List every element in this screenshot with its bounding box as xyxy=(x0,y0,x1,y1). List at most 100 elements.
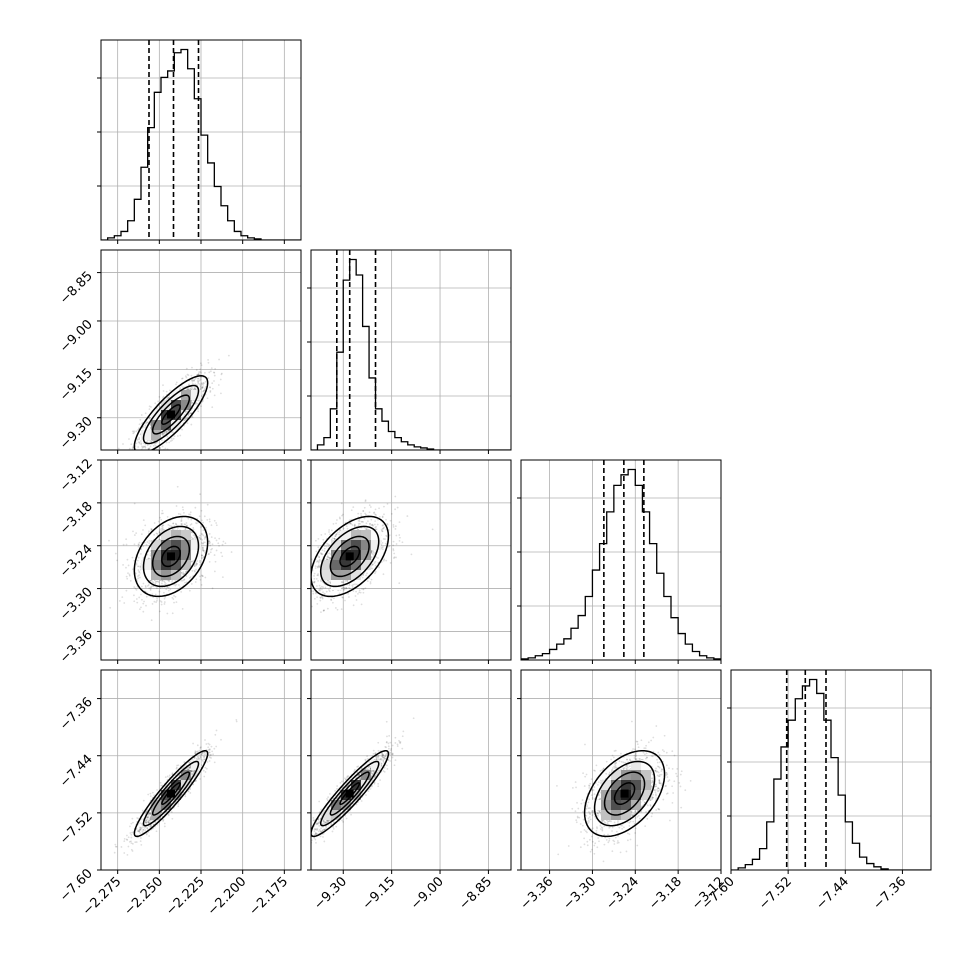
sample-point xyxy=(185,522,188,524)
sample-point xyxy=(325,545,328,548)
sample-point xyxy=(165,441,168,444)
sample-point xyxy=(318,558,321,561)
density-cell xyxy=(151,560,161,570)
sample-point xyxy=(139,440,142,442)
sample-point xyxy=(347,592,350,595)
sample-point xyxy=(139,828,141,831)
sample-point xyxy=(370,550,373,553)
sample-point xyxy=(199,578,202,581)
sample-point xyxy=(204,387,206,390)
sample-point xyxy=(385,559,388,562)
sample-point xyxy=(328,529,330,531)
sample-point xyxy=(129,454,131,456)
sample-point xyxy=(195,522,198,525)
sample-point xyxy=(108,539,110,542)
sample-point xyxy=(375,556,378,558)
sample-point xyxy=(173,435,176,438)
density-cell xyxy=(351,550,361,560)
density-peak xyxy=(167,552,175,561)
sample-point xyxy=(342,527,345,530)
sample-point xyxy=(122,443,124,445)
sample-point xyxy=(197,410,200,413)
sample-point xyxy=(327,556,330,559)
sample-point xyxy=(136,565,139,568)
sample-point xyxy=(155,580,158,583)
sample-point xyxy=(160,582,163,585)
sample-point xyxy=(187,413,190,416)
sample-point xyxy=(199,538,202,541)
sample-point xyxy=(135,452,137,454)
sample-point xyxy=(382,527,384,530)
sample-point xyxy=(393,557,395,559)
sample-point xyxy=(355,590,357,593)
sample-point xyxy=(151,439,154,442)
sample-point xyxy=(199,370,202,373)
sample-point xyxy=(381,528,384,531)
sample-point xyxy=(197,380,200,383)
sample-point xyxy=(150,406,152,408)
sample-point xyxy=(205,767,208,770)
sample-point xyxy=(395,534,398,537)
sample-point xyxy=(377,557,379,559)
sample-point xyxy=(200,364,203,367)
sample-point xyxy=(128,438,130,440)
sample-point xyxy=(139,828,142,831)
sample-point xyxy=(133,600,136,603)
sample-point xyxy=(122,462,124,464)
sample-point xyxy=(329,581,332,584)
sample-point xyxy=(370,550,373,553)
sample-point xyxy=(157,400,160,403)
sample-point xyxy=(144,821,147,824)
sample-point xyxy=(192,526,195,529)
sample-point xyxy=(140,606,142,609)
contour-level-2 xyxy=(319,525,380,588)
sample-point xyxy=(199,564,201,566)
sample-point xyxy=(117,457,119,459)
sample-point xyxy=(431,528,434,531)
sample-point xyxy=(214,367,217,370)
sample-point xyxy=(211,382,214,385)
sample-point xyxy=(126,454,128,456)
sample-point xyxy=(213,374,216,377)
sample-point xyxy=(381,548,384,551)
sample-point xyxy=(398,521,401,523)
sample-point xyxy=(165,431,167,434)
sample-point xyxy=(220,738,222,741)
sample-point xyxy=(150,528,153,531)
sample-point xyxy=(163,825,166,828)
sample-point xyxy=(133,559,136,562)
density-cell xyxy=(331,550,341,560)
sample-point xyxy=(194,751,197,754)
sample-point xyxy=(209,541,212,544)
sample-point xyxy=(189,765,192,768)
sample-point xyxy=(318,560,321,562)
sample-point xyxy=(383,505,385,508)
sample-point xyxy=(135,588,138,591)
sample-point xyxy=(137,569,140,571)
sample-point xyxy=(159,587,161,590)
sample-point xyxy=(349,522,352,525)
sample-point xyxy=(160,603,163,606)
sample-point xyxy=(368,523,371,525)
sample-point xyxy=(215,522,218,524)
sample-point xyxy=(146,815,149,818)
sample-point xyxy=(137,543,140,546)
sample-point xyxy=(161,433,164,436)
sample-point xyxy=(220,372,223,375)
sample-point xyxy=(387,545,390,548)
sample-point xyxy=(195,750,197,753)
sample-point xyxy=(220,373,223,376)
sample-point xyxy=(184,528,187,530)
sample-point xyxy=(146,444,149,446)
sample-point xyxy=(193,569,196,572)
sample-point xyxy=(184,419,186,422)
sample-point xyxy=(201,382,204,385)
sample-point xyxy=(381,516,384,519)
sample-point xyxy=(182,573,185,575)
sample-point xyxy=(330,598,332,601)
sample-point xyxy=(203,389,206,392)
sample-point xyxy=(204,550,207,552)
sample-point xyxy=(190,583,193,585)
sample-point xyxy=(153,522,156,524)
sample-point xyxy=(167,579,170,582)
